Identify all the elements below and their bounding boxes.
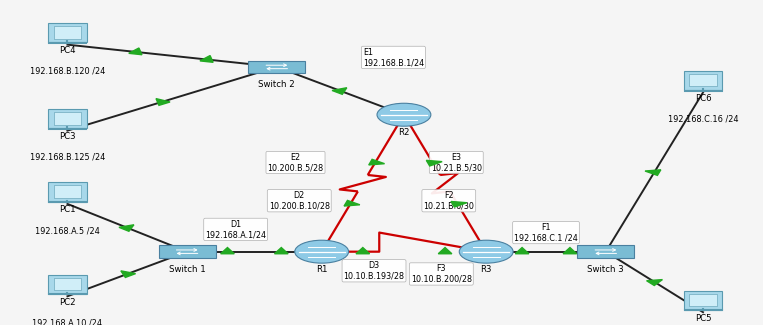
Text: E1
192.168.B.1/24: E1 192.168.B.1/24 xyxy=(363,48,424,67)
Polygon shape xyxy=(515,248,529,254)
FancyBboxPatch shape xyxy=(689,74,717,86)
FancyBboxPatch shape xyxy=(684,71,722,90)
Polygon shape xyxy=(275,248,288,254)
Polygon shape xyxy=(369,159,385,165)
Text: PC4: PC4 xyxy=(60,46,76,55)
Polygon shape xyxy=(451,202,467,207)
Text: F2
10.21.B.6/30: F2 10.21.B.6/30 xyxy=(423,191,475,210)
Polygon shape xyxy=(221,248,234,254)
Text: E2
10.200.B.5/28: E2 10.200.B.5/28 xyxy=(268,153,324,172)
Text: R1: R1 xyxy=(316,265,327,274)
Text: PC2: PC2 xyxy=(60,298,76,307)
FancyBboxPatch shape xyxy=(48,23,86,43)
FancyBboxPatch shape xyxy=(48,182,86,202)
Polygon shape xyxy=(438,248,452,254)
Polygon shape xyxy=(332,88,347,94)
FancyBboxPatch shape xyxy=(53,278,82,290)
Text: F3
10.10.B.200/28: F3 10.10.B.200/28 xyxy=(410,264,472,284)
FancyBboxPatch shape xyxy=(48,109,86,128)
Text: 192.168.A.10 /24: 192.168.A.10 /24 xyxy=(32,318,102,325)
Text: Switch 3: Switch 3 xyxy=(588,265,624,274)
FancyBboxPatch shape xyxy=(159,245,215,258)
FancyBboxPatch shape xyxy=(689,293,717,306)
Text: R3: R3 xyxy=(481,265,492,274)
Polygon shape xyxy=(356,248,369,254)
Text: Switch 1: Switch 1 xyxy=(169,265,205,274)
Text: D1
192.168.A.1/24: D1 192.168.A.1/24 xyxy=(205,220,266,239)
Text: PC6: PC6 xyxy=(695,94,711,103)
Polygon shape xyxy=(646,280,662,285)
Polygon shape xyxy=(129,48,142,55)
FancyBboxPatch shape xyxy=(249,60,305,73)
Polygon shape xyxy=(119,225,134,231)
Text: 192.168.B.125 /24: 192.168.B.125 /24 xyxy=(30,153,105,162)
Circle shape xyxy=(295,240,349,263)
Polygon shape xyxy=(200,56,213,62)
Text: Switch 2: Switch 2 xyxy=(259,80,295,89)
Polygon shape xyxy=(427,160,442,166)
FancyBboxPatch shape xyxy=(53,185,82,198)
FancyBboxPatch shape xyxy=(53,112,82,124)
Text: E3
10.21.B.5/30: E3 10.21.B.5/30 xyxy=(431,153,481,172)
Text: PC3: PC3 xyxy=(60,132,76,141)
Text: 192.168.B.120 /24: 192.168.B.120 /24 xyxy=(30,67,105,76)
Polygon shape xyxy=(121,271,136,278)
Polygon shape xyxy=(645,170,661,176)
Text: R2: R2 xyxy=(398,128,410,137)
FancyBboxPatch shape xyxy=(53,26,82,39)
Polygon shape xyxy=(156,98,170,105)
FancyBboxPatch shape xyxy=(48,275,86,294)
Circle shape xyxy=(377,103,431,126)
Circle shape xyxy=(459,240,513,263)
Polygon shape xyxy=(563,248,577,254)
FancyBboxPatch shape xyxy=(578,245,634,258)
Text: 192.168.A.5 /24: 192.168.A.5 /24 xyxy=(35,226,100,235)
Text: PC5: PC5 xyxy=(695,314,711,323)
FancyBboxPatch shape xyxy=(684,291,722,310)
Text: D3
10.10.B.193/28: D3 10.10.B.193/28 xyxy=(343,261,404,280)
Text: F1
192.168.C.1 /24: F1 192.168.C.1 /24 xyxy=(514,223,578,242)
Text: PC1: PC1 xyxy=(60,205,76,214)
Text: 192.168.C.16 /24: 192.168.C.16 /24 xyxy=(668,115,739,124)
Polygon shape xyxy=(344,201,360,206)
Text: D2
10.200.B.10/28: D2 10.200.B.10/28 xyxy=(269,191,330,210)
